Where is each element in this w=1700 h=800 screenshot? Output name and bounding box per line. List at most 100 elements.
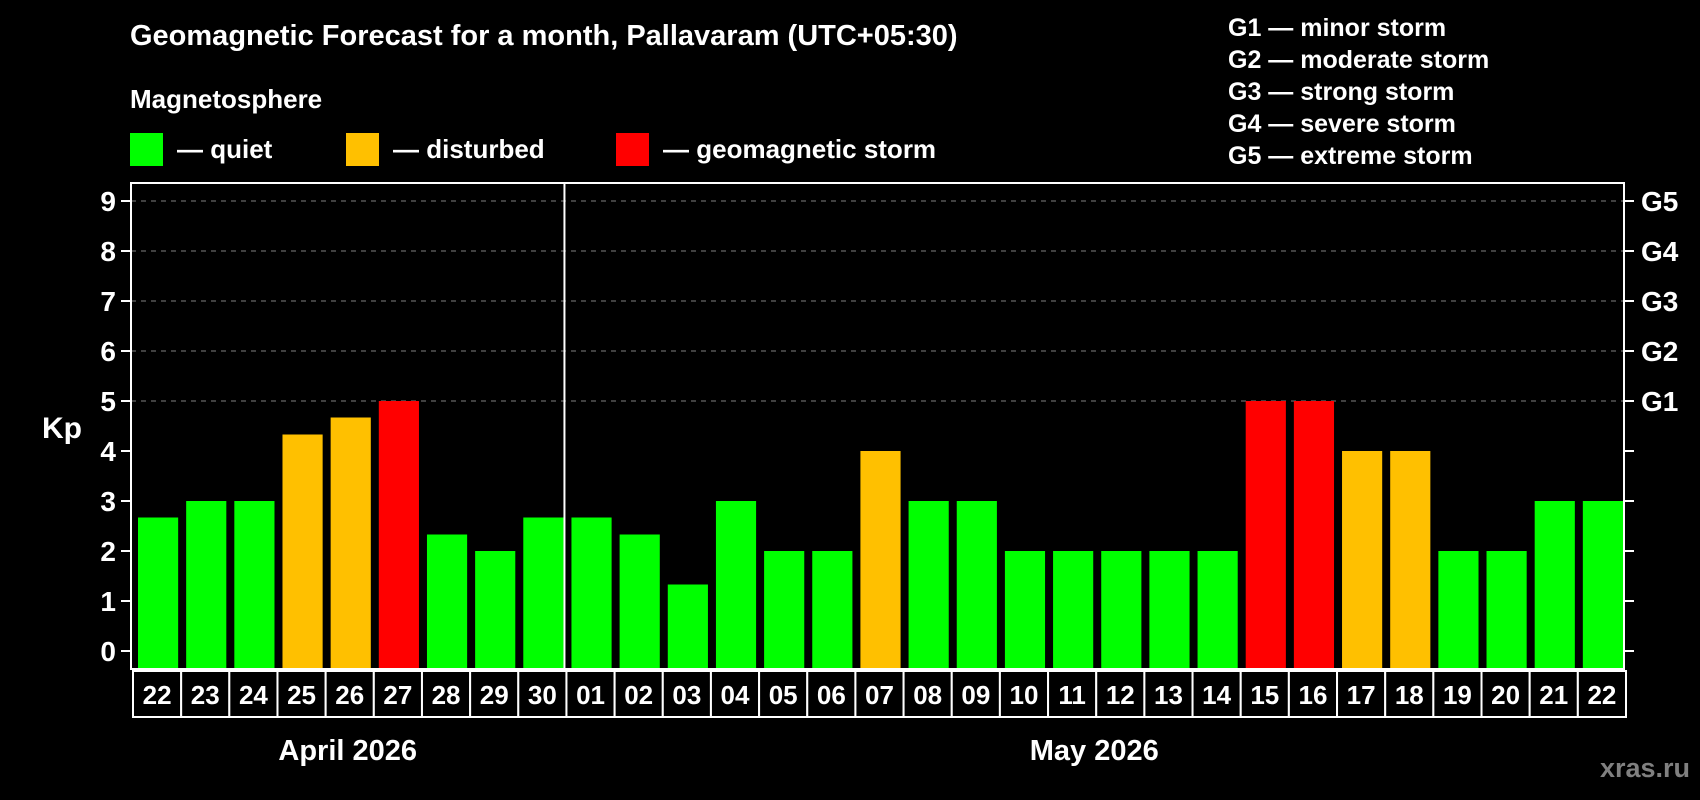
date-label: 23 (191, 680, 220, 710)
g-legend-item: G5 — extreme storm (1228, 142, 1473, 170)
date-label: 12 (1106, 680, 1135, 710)
date-cell (998, 670, 1050, 718)
date-label: 06 (817, 680, 846, 710)
y-axis-label: Kp (42, 412, 82, 445)
date-label: 22 (143, 680, 172, 710)
legend-item-storm: — geomagnetic storm (616, 132, 936, 166)
kp-bar (1197, 551, 1238, 668)
date-label: 10 (1010, 680, 1039, 710)
y-tick-label: 1 (100, 586, 116, 617)
date-cell (613, 670, 664, 718)
kp-bar (667, 584, 708, 668)
g-legend-item: G2 — moderate storm (1228, 46, 1490, 74)
date-cell (1576, 670, 1628, 718)
legend-heading: Magnetosphere (130, 84, 323, 114)
kp-bar (1053, 551, 1094, 668)
kp-bar (812, 551, 853, 668)
watermark: xras.ru (1599, 753, 1690, 783)
kp-bar (571, 517, 612, 668)
kp-bar (1390, 451, 1431, 668)
date-label: 02 (624, 680, 653, 710)
date-label: 13 (1154, 680, 1183, 710)
g-legend-item: G1 — minor storm (1228, 14, 1447, 42)
kp-bar (186, 501, 227, 668)
y-tick-label: 4 (100, 436, 116, 467)
g-level-label: G2 (1641, 336, 1678, 367)
date-cell (950, 670, 1001, 718)
kp-bar (860, 451, 901, 668)
date-cell (469, 670, 520, 718)
date-cell (1528, 670, 1579, 718)
kp-bar (1534, 501, 1575, 668)
date-label: 08 (913, 680, 942, 710)
kp-bar (619, 534, 660, 668)
g-legend-item: G4 — severe storm (1228, 110, 1456, 138)
g-legend-item: G3 — strong storm (1228, 78, 1455, 106)
date-cell (565, 670, 616, 718)
date-label: 21 (1539, 680, 1568, 710)
kp-bar (523, 517, 564, 668)
kp-bar (1438, 551, 1479, 668)
kp-bar (956, 501, 997, 668)
quiet-swatch-icon (130, 132, 163, 166)
date-label: 16 (1298, 680, 1327, 710)
kp-bar (1582, 501, 1623, 668)
g-level-label: G3 (1641, 286, 1678, 317)
date-cell (180, 670, 231, 718)
date-cell (517, 670, 568, 718)
date-cell (420, 670, 472, 718)
kp-bar (330, 417, 371, 668)
kp-bar (138, 517, 179, 668)
date-label: 09 (961, 680, 990, 710)
plot-frame (130, 182, 1625, 670)
date-label: 05 (769, 680, 798, 710)
date-label: 14 (1202, 680, 1231, 710)
date-label: 03 (672, 680, 701, 710)
date-cell (806, 670, 857, 718)
date-cell (661, 670, 712, 718)
kp-bar (426, 534, 468, 668)
chart-title: Geomagnetic Forecast for a month, Pallav… (130, 20, 958, 52)
kp-bar (1149, 551, 1190, 668)
g-level-label: G5 (1641, 186, 1678, 217)
date-label: 19 (1443, 680, 1472, 710)
legend-label: — geomagnetic storm (663, 133, 937, 164)
kp-bar (1101, 551, 1142, 668)
date-cell (902, 670, 953, 718)
g-level-label: G4 (1641, 236, 1679, 267)
g-scale-legend: G1 — minor storm G2 — moderate storm G3 … (1228, 12, 1489, 172)
kp-bar (715, 501, 757, 668)
date-label: 07 (865, 680, 894, 710)
date-label: 04 (721, 680, 750, 710)
kp-bar (764, 551, 805, 668)
y-tick-label: 8 (100, 236, 116, 267)
legend-label: — disturbed (393, 133, 545, 164)
y-tick-label: 5 (100, 386, 116, 417)
date-label: 27 (383, 680, 412, 710)
date-label: 17 (1347, 680, 1376, 710)
date-cell (1480, 670, 1531, 718)
month-label-april: April 2026 (278, 735, 418, 767)
date-label: 15 (1250, 680, 1279, 710)
kp-bar (1004, 551, 1046, 668)
date-cell (276, 670, 327, 718)
date-cell (324, 670, 375, 718)
y-tick-label: 7 (100, 286, 116, 317)
y-tick-label: 0 (100, 636, 116, 667)
kp-bar (282, 434, 323, 668)
date-label: 29 (480, 680, 509, 710)
y-tick-label: 2 (100, 536, 116, 567)
kp-bar (1245, 401, 1286, 668)
date-label: 25 (287, 680, 316, 710)
disturbed-swatch-icon (346, 132, 379, 166)
kp-bar (1293, 401, 1335, 668)
kp-bar (234, 501, 275, 668)
date-cell (228, 670, 279, 718)
y-tick-label: 9 (100, 186, 116, 217)
legend-item-quiet: — quiet (130, 132, 272, 166)
date-cell (132, 670, 183, 718)
date-label: 22 (1587, 680, 1616, 710)
y-tick-label: 3 (100, 486, 116, 517)
kp-bar (378, 401, 419, 668)
